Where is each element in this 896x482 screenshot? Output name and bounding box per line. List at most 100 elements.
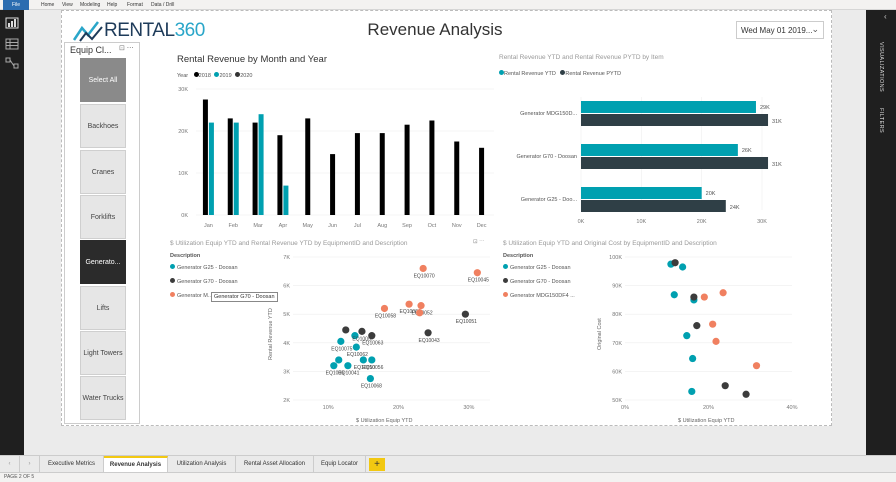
bar-2018 (354, 133, 360, 215)
scatter1-focus-more-icons[interactable]: ⊡ ⋯ (473, 239, 485, 245)
y-tick-label: 7K (283, 255, 290, 261)
hbar-chart-title: Rental Revenue YTD and Rental Revenue PY… (499, 54, 664, 61)
slicer-item-water-trucks[interactable]: Water Trucks (80, 376, 126, 420)
scatter-point-g70 (461, 310, 469, 318)
tab-rental-asset-allocation[interactable]: Rental Asset Allocation (236, 456, 314, 472)
scatter-point-g25 (366, 374, 374, 383)
scatter-point-mdg (405, 300, 413, 308)
slicer-item-light-towers[interactable]: Light Towers (80, 331, 126, 375)
prev-page-icon[interactable]: ‹ (0, 456, 20, 472)
filters-pane-toggle[interactable]: FILTERS (878, 108, 884, 134)
scatter-point-g25 (352, 343, 360, 351)
x-tick-label: Dec (477, 223, 487, 229)
y-tick-label: 6K (283, 284, 290, 290)
legend-dot-2019 (214, 72, 220, 77)
tab-executive-metrics[interactable]: Executive Metrics (40, 456, 104, 472)
tab-revenue-analysis[interactable]: Revenue Analysis (104, 456, 168, 472)
scatter-point-g25 (335, 356, 343, 364)
add-page-button[interactable]: + (369, 458, 385, 471)
slicer-item-generators[interactable]: Generato... (80, 240, 126, 284)
legend-dot-mdg (503, 292, 508, 297)
scatter-point-g25 (330, 362, 338, 370)
logo-word: RENTAL (104, 20, 175, 41)
ribbon-tab-data-drill[interactable]: Data / Drill (151, 2, 175, 8)
page-tab-bar: ‹ › Executive Metrics Revenue Analysis U… (0, 455, 896, 472)
legend-label-mdg: Generator M... (177, 293, 213, 299)
y-tick-label: 30K (178, 87, 188, 93)
chevron-down-icon[interactable]: ⌄ (811, 24, 819, 34)
legend-dot-pytd (560, 70, 566, 75)
scatter-point-g25 (359, 356, 367, 364)
scatter2-title: $ Utilization Equip YTD and Original Cos… (503, 240, 717, 247)
ribbon-tab-view[interactable]: View (62, 2, 73, 8)
scatter-point-g70 (742, 390, 750, 398)
ribbon-tab-help[interactable]: Help (107, 2, 118, 8)
ribbon-tab-file[interactable]: File (3, 0, 29, 10)
y-tick-label: 20K (178, 129, 188, 135)
scatter-point-g25 (688, 387, 696, 396)
data-view-icon[interactable] (5, 38, 19, 50)
next-page-icon[interactable]: › (20, 456, 40, 472)
point-label: EQ10045 (468, 278, 489, 284)
slicer-item-cranes[interactable]: Cranes (80, 150, 126, 194)
bar-2018 (227, 118, 233, 215)
point-label: EQ10057 (352, 336, 373, 342)
scatter-point-g25 (368, 356, 376, 364)
data-label-ytd: 26K (742, 148, 752, 154)
scatter2-legend-item-mdg: Generator MDG150DF4 ... (503, 292, 575, 299)
model-view-icon[interactable] (5, 57, 19, 69)
date-slicer[interactable]: Wed May 01 2019... ⌄ (736, 21, 824, 39)
x-tick-label: Jul (354, 223, 361, 229)
legend-label-g70: Generator G70 - Doosan (510, 279, 571, 285)
slicer-item-backhoes[interactable]: Backhoes (80, 104, 126, 148)
tab-equip-locator[interactable]: Equip Locator (314, 456, 366, 472)
point-label: EQ10043 (419, 338, 440, 344)
scatter1-xlabel: $ Utilization Equip YTD (356, 418, 413, 424)
logo-text: RENTAL360 (104, 20, 205, 42)
legend-dot-2018 (193, 72, 199, 77)
view-switcher-rail (0, 10, 24, 460)
ribbon-tab-format[interactable]: Format (127, 2, 143, 8)
scatter-point-mdg (419, 264, 427, 273)
bar-ytd (581, 101, 756, 113)
bar-2018 (454, 141, 460, 215)
point-label: EQ1006 (326, 371, 345, 377)
scatter-point-g70 (358, 327, 366, 335)
y-tick-label: 2K (283, 398, 290, 404)
slicer-item-lifts[interactable]: Lifts (80, 286, 126, 330)
bar-pytd (581, 114, 769, 126)
ribbon-tab-modeling[interactable]: Modeling (80, 2, 101, 8)
collapse-icon[interactable]: ‹ (884, 12, 887, 21)
tab-utilization-analysis[interactable]: Utilization Analysis (168, 456, 236, 472)
data-label-ytd: 29K (760, 105, 770, 111)
slicer-item-forklifts[interactable]: Forklifts (80, 195, 126, 239)
y-tick-label: 3K (283, 369, 290, 375)
ribbon-tab-home[interactable]: Home (41, 2, 55, 8)
slicer-item-select-all[interactable]: Select All (80, 58, 126, 102)
y-tick-label: 4K (283, 341, 290, 347)
x-tick-label: May (303, 223, 314, 229)
bar-ytd (581, 187, 702, 199)
visualizations-pane-toggle[interactable]: VISUALIZATIONS (878, 42, 884, 93)
bar-pytd (581, 200, 726, 212)
bar-2019 (258, 114, 264, 215)
scatter1-legend-item-g70: Generator G70 - Doosan (170, 278, 238, 285)
scatter-point-g25 (689, 354, 697, 363)
y-tick-label: 50K (612, 398, 622, 404)
bar-2018 (252, 122, 258, 215)
scatter-point-g25 (670, 291, 678, 299)
scatter-point-mdg (700, 293, 708, 301)
x-tick-label: 20% (393, 405, 404, 411)
scatter-point-mdg (417, 302, 425, 310)
y-tick-label: 10K (178, 171, 188, 177)
bar-ytd (581, 144, 738, 156)
date-slicer-value: Wed May 01 2019... (741, 26, 813, 35)
category-label: Generator MDG150D... (520, 111, 577, 117)
y-tick-label: 0K (181, 213, 188, 219)
x-tick-label: Aug (377, 223, 387, 229)
slicer-focus-more-icons[interactable]: ⊡ ⋯ (119, 45, 134, 52)
report-view-icon[interactable] (5, 17, 19, 29)
legend-label-g25: Generator G25 - Doosan (177, 265, 238, 271)
